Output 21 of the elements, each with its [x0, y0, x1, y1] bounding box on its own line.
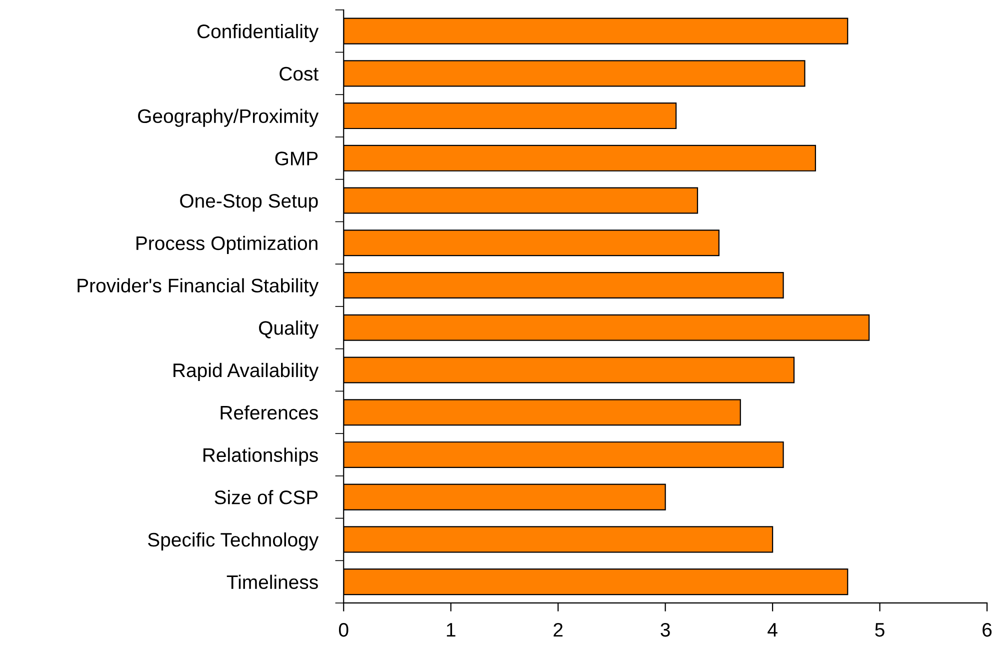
y-tick-label: Geography/Proximity [138, 108, 319, 127]
y-tick-label: Size of CSP [214, 490, 318, 504]
x-tick-label: 6 [982, 622, 992, 637]
x-tick-label: 3 [660, 622, 670, 637]
x-tick-label: 0 [338, 622, 348, 637]
y-tick-label: Cost [280, 66, 318, 81]
y-tick-label: Timeliness [226, 574, 318, 590]
x-tick-label: 4 [768, 623, 778, 637]
x-tick-label: 5 [875, 623, 884, 637]
y-tick-label: Process Optimization [136, 236, 318, 254]
y-tick-label: References [220, 405, 318, 420]
y-tick-label: Specific Technology [148, 532, 319, 551]
y-tick-label: GMP [275, 152, 318, 166]
y-tick-label: One-Stop Setup [180, 194, 318, 212]
y-tick-label: Quality [259, 320, 319, 339]
x-tick-label: 2 [554, 622, 563, 637]
x-tick-label: 1 [446, 623, 456, 637]
y-tick-label: Provider's Financial Stability [78, 278, 319, 296]
y-tick-label: Rapid Availability [174, 362, 319, 382]
y-tick-label: Relationships [203, 448, 318, 466]
y-tick-label: Confidentiality [197, 24, 319, 42]
